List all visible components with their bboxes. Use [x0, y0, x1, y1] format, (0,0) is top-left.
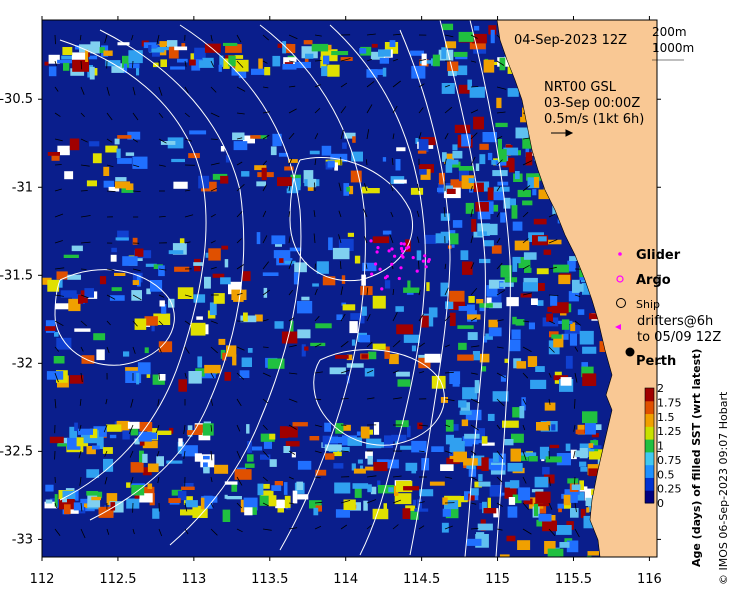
contour-line: [54, 269, 175, 366]
x-tick-label: 113: [181, 572, 206, 587]
colorbar-tick-label: 1.25: [657, 425, 682, 438]
colorbar-segment: [645, 388, 654, 402]
y-tick-label: -33: [12, 532, 33, 547]
glider-legend-icon: [618, 252, 622, 256]
contour-line: [89, 29, 245, 521]
colorbar-segment: [645, 413, 654, 427]
legend-glider: Glider: [636, 248, 681, 263]
contour-line: [169, 24, 302, 546]
colorbar-segment: [645, 439, 654, 453]
drifter-legend-icon: [615, 324, 621, 330]
legend-ship: Ship: [636, 298, 660, 311]
x-tick-label: 114.5: [403, 572, 440, 587]
y-tick-label: -32: [12, 356, 33, 371]
perth-marker-icon: [625, 347, 635, 357]
depth-label-200m: 200m: [652, 25, 687, 39]
legend-drifters-1: drifters@6h: [637, 314, 713, 329]
y-tick-label: -32.5: [0, 444, 33, 459]
colorbar-frame: [644, 387, 655, 504]
current-vectors: [54, 33, 583, 539]
x-tick-label: 113.5: [251, 572, 288, 587]
x-tick-label: 114: [333, 572, 358, 587]
colorbar-tick-label: 1: [657, 440, 664, 453]
colorbar-segment: [645, 451, 654, 466]
x-tick-label: 116: [637, 572, 662, 587]
x-axis: 112 112.5 113 113.5 114 114.5 115 115.5 116: [30, 16, 662, 587]
current-source: NRT00 GSL: [544, 80, 617, 95]
map-title: 04-Sep-2023 12Z: [514, 33, 627, 48]
land-western-australia: [496, 20, 657, 557]
city-perth: Perth: [636, 354, 676, 369]
y-tick-label: -30.5: [0, 92, 33, 107]
ship-legend-icon: [616, 298, 626, 308]
x-tick-label: 112.5: [99, 572, 136, 587]
colorbar-tick-label: 0.25: [657, 483, 682, 496]
contour-line: [289, 156, 414, 282]
y-tick-label: -31: [12, 180, 33, 195]
colorbar-segment: [645, 400, 654, 415]
depth-contours: [54, 20, 511, 557]
colorbar-tick-label: 1.75: [657, 396, 682, 409]
colorbar-segment: [645, 490, 654, 504]
contour-line: [313, 349, 445, 446]
contour-line: [329, 24, 426, 556]
colorbar-tick-label: 2: [657, 382, 664, 395]
x-tick-label: 112: [30, 572, 55, 587]
colorbar-label: Age (days) of filled SST (wrt latest): [690, 349, 703, 567]
colorbar-segment: [645, 477, 654, 491]
argo-legend-icon: [616, 275, 624, 283]
contour-line: [259, 24, 366, 551]
plot-frame: [41, 19, 658, 558]
colorbar-tick-label: 1.5: [657, 411, 675, 424]
legend-drifters-2: to 05/09 12Z: [637, 330, 721, 345]
colorbar-tick-label: 0.75: [657, 454, 682, 467]
glider-tracks: [369, 239, 431, 291]
contour-line: [439, 20, 486, 557]
y-axis: -30.5 -31 -31.5 -32 -32.5 -33: [0, 92, 661, 547]
contour-line: [469, 20, 511, 557]
x-tick-label: 115.5: [555, 572, 592, 587]
contour-line: [59, 39, 207, 501]
colorbar-tick-label: 0.5: [657, 468, 675, 481]
y-tick-label: -31.5: [0, 268, 33, 283]
x-tick-label: 115: [485, 572, 510, 587]
colorbar-tick-label: 0: [657, 497, 664, 510]
current-scale: 0.5m/s (1kt 6h): [544, 112, 644, 127]
colorbar-segment: [645, 426, 654, 440]
colorbar: 21.75 1.51.25 10.750.5 0.250: [644, 382, 682, 510]
depth-label-1000m: 1000m: [652, 41, 694, 55]
current-time: 03-Sep 00:00Z: [544, 96, 640, 111]
legend-argo: Argo: [636, 273, 671, 288]
colorbar-segment: [645, 464, 654, 478]
scale-arrow: [551, 129, 574, 137]
credit: © IMOS 06-Sep-2023 09:07 Hobart: [717, 391, 730, 585]
